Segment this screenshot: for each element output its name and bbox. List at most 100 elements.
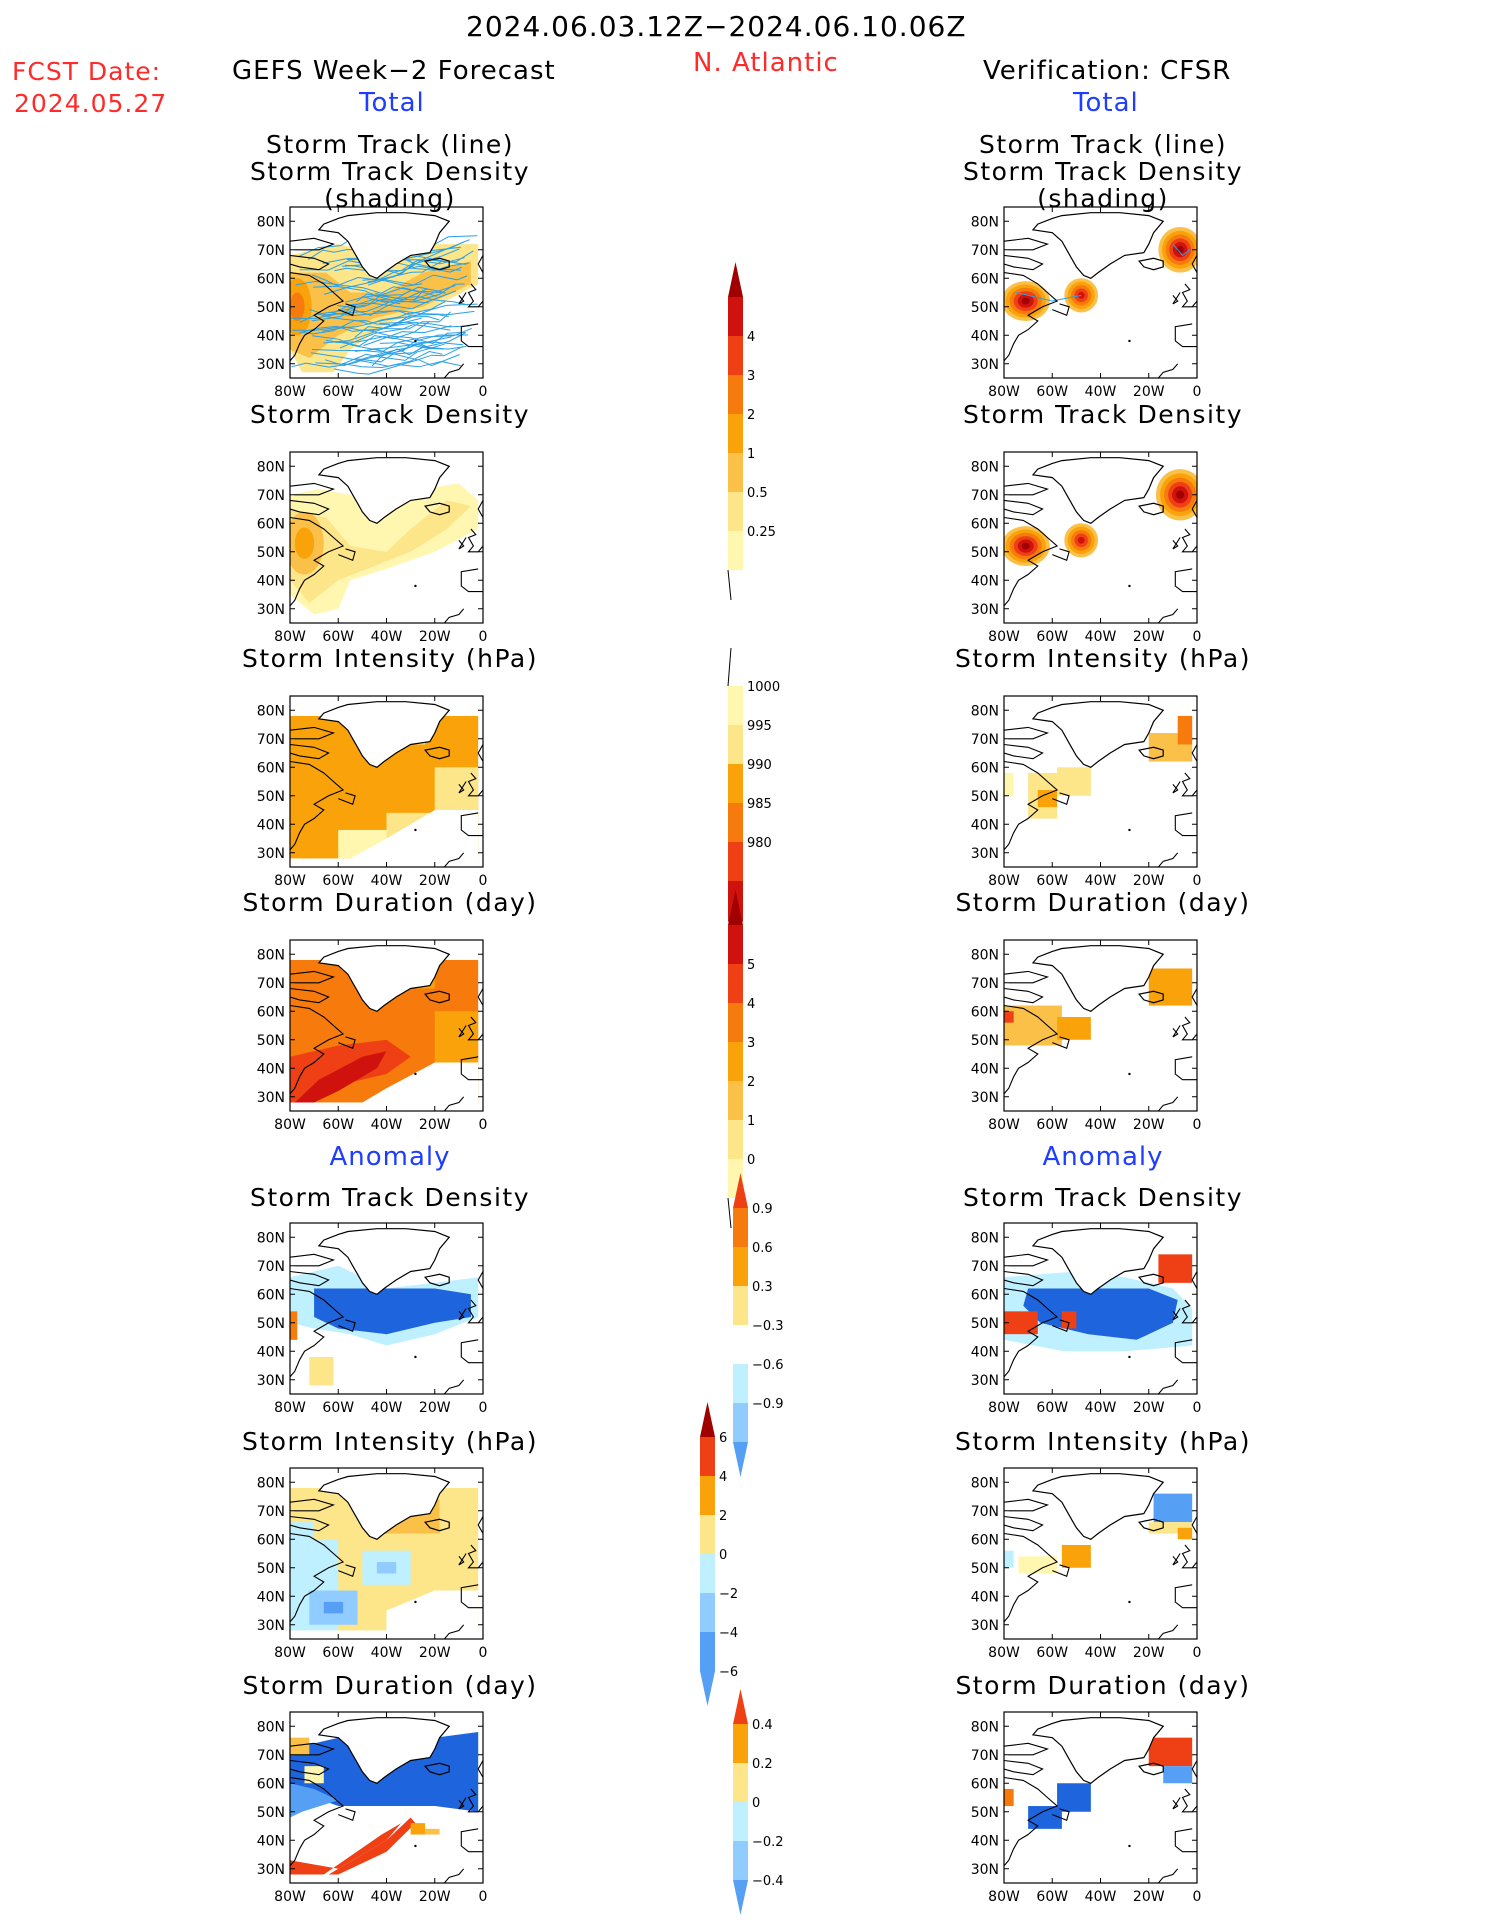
colorbar-label: 2	[747, 1075, 755, 1090]
shaded-region	[423, 1273, 450, 1287]
colorbar-segment	[728, 336, 743, 375]
lon-label: 60W	[322, 873, 354, 889]
coastline	[443, 1624, 465, 1639]
lon-label: 20W	[419, 1645, 451, 1661]
density-contour	[294, 527, 315, 559]
shaded-region	[317, 701, 451, 768]
lon-label: 40W	[1085, 873, 1117, 889]
map-content	[1004, 1473, 1197, 1639]
lon-label: 20W	[1133, 873, 1165, 889]
lon-label: 20W	[419, 384, 451, 400]
lon-label: 0	[479, 1645, 488, 1661]
colorbar-arrow	[733, 1173, 748, 1208]
shaded-region	[386, 1590, 479, 1631]
map-content	[290, 457, 483, 623]
panel-title-right-2: Storm Track Density	[962, 400, 1243, 429]
colorbar-label: 4	[747, 997, 755, 1012]
coastline	[338, 1564, 356, 1578]
coastline	[1172, 292, 1181, 305]
lon-label: 40W	[371, 873, 403, 889]
coastline	[1052, 1564, 1070, 1578]
colorbar-label: −0.6	[752, 1358, 784, 1373]
shaded-region	[1031, 1473, 1165, 1540]
lat-label: 30N	[971, 357, 999, 373]
coastline	[1174, 568, 1197, 593]
map-panel-l-7: 80N 70N 60N 50N 40N 30N 80W 60W 40W 20W 0	[257, 1711, 487, 1905]
colorbar-segment	[728, 925, 743, 964]
coastline	[1172, 1308, 1181, 1321]
map-panel-r-7: 80N 70N 60N 50N 40N 30N 80W 60W 40W 20W 0	[971, 1711, 1201, 1905]
storm-track-line	[311, 288, 429, 322]
lat-label: 70N	[257, 243, 285, 259]
shaded-region	[423, 257, 450, 271]
coastline	[1174, 1056, 1197, 1081]
shaded-region	[1137, 1518, 1164, 1532]
right-total-label: Total	[1073, 88, 1139, 118]
colorbar-label: 0.3	[752, 1280, 773, 1295]
azores-dot	[414, 1355, 417, 1359]
shaded-region	[1137, 1273, 1164, 1287]
coastline	[1052, 548, 1070, 562]
shaded-cell	[425, 1828, 440, 1835]
lon-label: 80W	[274, 873, 306, 889]
lat-label: 40N	[257, 817, 285, 833]
lat-label: 60N	[971, 271, 999, 287]
coastline	[1052, 1808, 1070, 1822]
lat-label: 50N	[971, 545, 999, 561]
map-content	[290, 1228, 483, 1394]
colorbar-label: −0.3	[752, 1319, 784, 1334]
azores-dot	[1128, 828, 1131, 832]
lat-label: 80N	[257, 947, 285, 963]
lon-label: 20W	[419, 629, 451, 645]
left-anomaly-label: Anomaly	[329, 1142, 451, 1172]
lon-label: 40W	[1085, 1889, 1117, 1905]
coastline	[290, 1287, 345, 1378]
lat-label: 30N	[971, 846, 999, 862]
lat-label: 30N	[257, 1373, 285, 1389]
coastline	[1004, 743, 1044, 760]
lon-label: 80W	[274, 1117, 306, 1133]
coastline	[460, 323, 483, 348]
lat-label: 40N	[971, 1833, 999, 1849]
azores-dot	[414, 1600, 417, 1604]
shaded-region	[1031, 701, 1165, 768]
storm-track-line	[379, 327, 472, 344]
colorbar-segment	[700, 1593, 715, 1632]
lon-label: 60W	[1036, 1117, 1068, 1133]
shaded-region	[317, 457, 451, 524]
lat-label: 30N	[971, 1090, 999, 1106]
shaded-cell	[1004, 1788, 1014, 1807]
lon-label: 60W	[1036, 1645, 1068, 1661]
storm-track-line	[291, 352, 392, 368]
colorbar-label: −2	[719, 1587, 738, 1602]
shaded-region	[317, 1473, 451, 1540]
lat-label: 40N	[257, 1833, 285, 1849]
coastline	[460, 812, 483, 837]
coastline	[1181, 1016, 1197, 1041]
colorbar-segment	[733, 1403, 748, 1442]
shaded-cell	[309, 1356, 334, 1386]
lat-label: 70N	[971, 488, 999, 504]
lon-label: 0	[1193, 1117, 1202, 1133]
lon-label: 40W	[371, 1400, 403, 1416]
map-panel-r-6: 80N 70N 60N 50N 40N 30N 80W 60W 40W 20W 0	[971, 1467, 1201, 1661]
colorbar-segment	[733, 1247, 748, 1286]
lat-label: 30N	[257, 357, 285, 373]
coastline	[1004, 1004, 1059, 1095]
lon-label: 0	[1193, 629, 1202, 645]
storm-track-line	[354, 341, 463, 355]
density-contour	[1176, 245, 1184, 254]
shaded-region	[362, 1062, 479, 1103]
colorbar-label: 0	[752, 1796, 760, 1811]
coastline	[1172, 781, 1181, 794]
shaded-region	[317, 1717, 451, 1784]
coastline	[290, 237, 336, 251]
azores-dot	[414, 1844, 417, 1848]
shaded-region	[317, 212, 451, 279]
lat-label: 80N	[971, 947, 999, 963]
panel-title-left-6: Storm Intensity (hPa)	[242, 1427, 538, 1456]
lat-label: 80N	[257, 703, 285, 719]
coastline	[1004, 1776, 1059, 1867]
storm-track-line	[334, 354, 460, 375]
colorbar-label: 0.2	[752, 1757, 773, 1772]
